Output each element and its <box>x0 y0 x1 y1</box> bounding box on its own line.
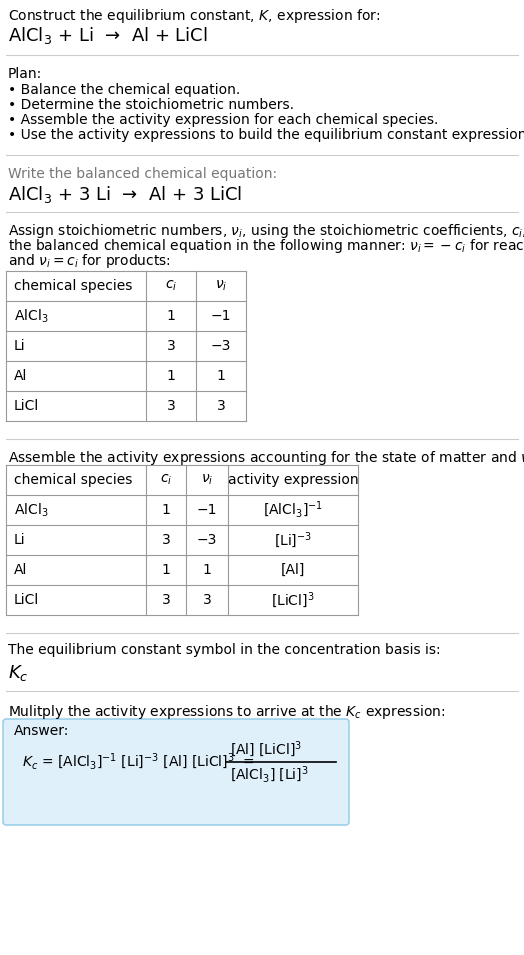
Text: Assemble the activity expressions accounting for the state of matter and $\nu_i$: Assemble the activity expressions accoun… <box>8 449 524 467</box>
Text: Li: Li <box>14 339 26 353</box>
Text: Plan:: Plan: <box>8 67 42 81</box>
Text: [Al] [LiCl]$^3$: [Al] [LiCl]$^3$ <box>230 739 302 759</box>
Text: 3: 3 <box>167 399 176 413</box>
Text: and $\nu_i = c_i$ for products:: and $\nu_i = c_i$ for products: <box>8 252 171 270</box>
Text: Construct the equilibrium constant, $K$, expression for:: Construct the equilibrium constant, $K$,… <box>8 7 380 25</box>
Text: $K_c$ = [AlCl$_3$]$^{-1}$ [Li]$^{-3}$ [Al] [LiCl]$^3$  =: $K_c$ = [AlCl$_3$]$^{-1}$ [Li]$^{-3}$ [A… <box>22 752 255 773</box>
FancyBboxPatch shape <box>3 719 349 825</box>
Text: • Balance the chemical equation.: • Balance the chemical equation. <box>8 83 240 97</box>
Text: LiCl: LiCl <box>14 399 39 413</box>
Text: Assign stoichiometric numbers, $\nu_i$, using the stoichiometric coefficients, $: Assign stoichiometric numbers, $\nu_i$, … <box>8 222 524 240</box>
Text: $K_c$: $K_c$ <box>8 663 29 683</box>
Text: The equilibrium constant symbol in the concentration basis is:: The equilibrium constant symbol in the c… <box>8 643 441 657</box>
Text: 1: 1 <box>161 563 170 577</box>
Text: [Al]: [Al] <box>281 563 305 577</box>
Text: 3: 3 <box>161 533 170 547</box>
Text: Mulitply the activity expressions to arrive at the $K_c$ expression:: Mulitply the activity expressions to arr… <box>8 703 445 721</box>
Text: $c_i$: $c_i$ <box>160 473 172 487</box>
Text: chemical species: chemical species <box>14 279 133 293</box>
Text: $\nu_i$: $\nu_i$ <box>201 473 213 487</box>
Text: [AlCl$_3$]$^{-1}$: [AlCl$_3$]$^{-1}$ <box>263 499 323 520</box>
Text: 1: 1 <box>216 369 225 383</box>
Text: AlCl$_3$ + 3 Li  →  Al + 3 LiCl: AlCl$_3$ + 3 Li → Al + 3 LiCl <box>8 184 242 205</box>
Text: Al: Al <box>14 563 27 577</box>
Text: −1: −1 <box>196 503 217 517</box>
Text: −1: −1 <box>211 309 231 323</box>
Text: Li: Li <box>14 533 26 547</box>
Text: [AlCl$_3$] [Li]$^3$: [AlCl$_3$] [Li]$^3$ <box>230 765 309 785</box>
Text: Al: Al <box>14 369 27 383</box>
Text: • Use the activity expressions to build the equilibrium constant expression.: • Use the activity expressions to build … <box>8 128 524 142</box>
Text: −3: −3 <box>197 533 217 547</box>
Text: $c_i$: $c_i$ <box>165 279 177 293</box>
Text: AlCl$_3$: AlCl$_3$ <box>14 501 48 519</box>
Text: LiCl: LiCl <box>14 593 39 607</box>
Text: 1: 1 <box>161 503 170 517</box>
Text: • Determine the stoichiometric numbers.: • Determine the stoichiometric numbers. <box>8 98 294 112</box>
Text: 1: 1 <box>203 563 212 577</box>
Text: [Li]$^{-3}$: [Li]$^{-3}$ <box>274 530 312 550</box>
Text: 1: 1 <box>167 369 176 383</box>
Text: activity expression: activity expression <box>228 473 358 487</box>
Text: 3: 3 <box>167 339 176 353</box>
Text: chemical species: chemical species <box>14 473 133 487</box>
Text: Write the balanced chemical equation:: Write the balanced chemical equation: <box>8 167 277 181</box>
Text: 3: 3 <box>161 593 170 607</box>
Text: 1: 1 <box>167 309 176 323</box>
Text: Answer:: Answer: <box>14 724 69 738</box>
Text: 3: 3 <box>203 593 211 607</box>
Text: [LiCl]$^3$: [LiCl]$^3$ <box>271 590 315 610</box>
Text: AlCl$_3$: AlCl$_3$ <box>14 308 48 325</box>
Text: $\nu_i$: $\nu_i$ <box>215 279 227 293</box>
Text: −3: −3 <box>211 339 231 353</box>
Text: AlCl$_3$ + Li  →  Al + LiCl: AlCl$_3$ + Li → Al + LiCl <box>8 25 208 46</box>
Text: the balanced chemical equation in the following manner: $\nu_i = -c_i$ for react: the balanced chemical equation in the fo… <box>8 237 524 255</box>
Text: 3: 3 <box>216 399 225 413</box>
Text: • Assemble the activity expression for each chemical species.: • Assemble the activity expression for e… <box>8 113 439 127</box>
